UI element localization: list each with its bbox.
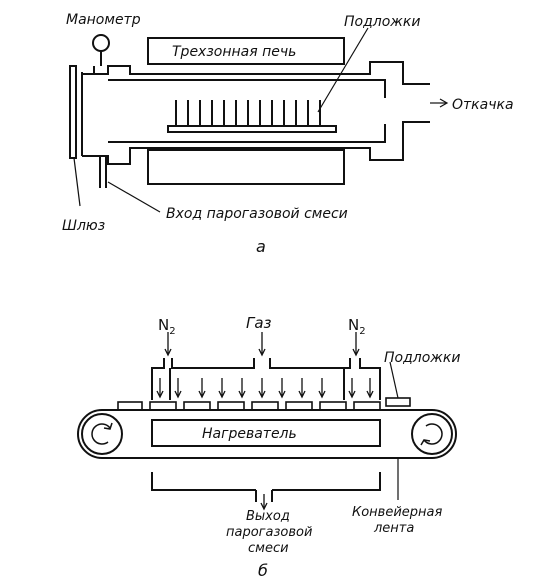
diagram-a-horizontal-reactor (69, 27, 449, 213)
furnace-lower (147, 149, 345, 185)
furnace-upper (147, 37, 345, 65)
leader-lines-a (73, 27, 449, 213)
leader-lines-b (389, 361, 399, 500)
roller-left (81, 413, 123, 455)
label-inlet: Вход парогазовой смеси (166, 206, 348, 222)
label-furnace: Трехзонная печь (172, 44, 296, 60)
gas-manifold (151, 358, 381, 400)
label-exhaust: Откачка (452, 97, 514, 113)
substrates-a (175, 100, 321, 126)
label-substrates-a: Подложки (344, 14, 420, 30)
label-conveyor-1: Конвейерная (352, 505, 443, 520)
label-gas: Газ (246, 314, 272, 332)
label-n2-right: N2 (348, 316, 366, 337)
caption-b: б (258, 561, 268, 580)
label-heater: Нагреватель (202, 426, 297, 442)
diagram-b-conveyor-reactor (77, 332, 457, 511)
roller-right (411, 413, 453, 455)
rotation-arrows (91, 422, 443, 446)
exhaust-hood (151, 472, 381, 511)
airlock (69, 65, 83, 159)
label-substrates-b: Подложки (384, 350, 460, 366)
label-n2-left: N2 (158, 316, 176, 337)
label-manometer: Манометр (66, 12, 141, 28)
caption-a: а (256, 237, 266, 256)
conveyor-belt (77, 409, 457, 459)
label-outlet-3: смеси (248, 541, 289, 556)
manometer (92, 34, 110, 74)
gas-flow-arrows (156, 332, 374, 399)
reactor-tube (82, 61, 430, 165)
label-lock: Шлюз (62, 218, 105, 234)
heater (151, 419, 381, 447)
substrate-boat (167, 125, 337, 133)
label-conveyor-2: лента (373, 521, 414, 536)
substrates-b (117, 397, 411, 411)
label-outlet-2: парогазовой (226, 525, 312, 540)
label-outlet-1: Выход (246, 509, 290, 524)
gas-inlet-tubes (99, 156, 107, 188)
